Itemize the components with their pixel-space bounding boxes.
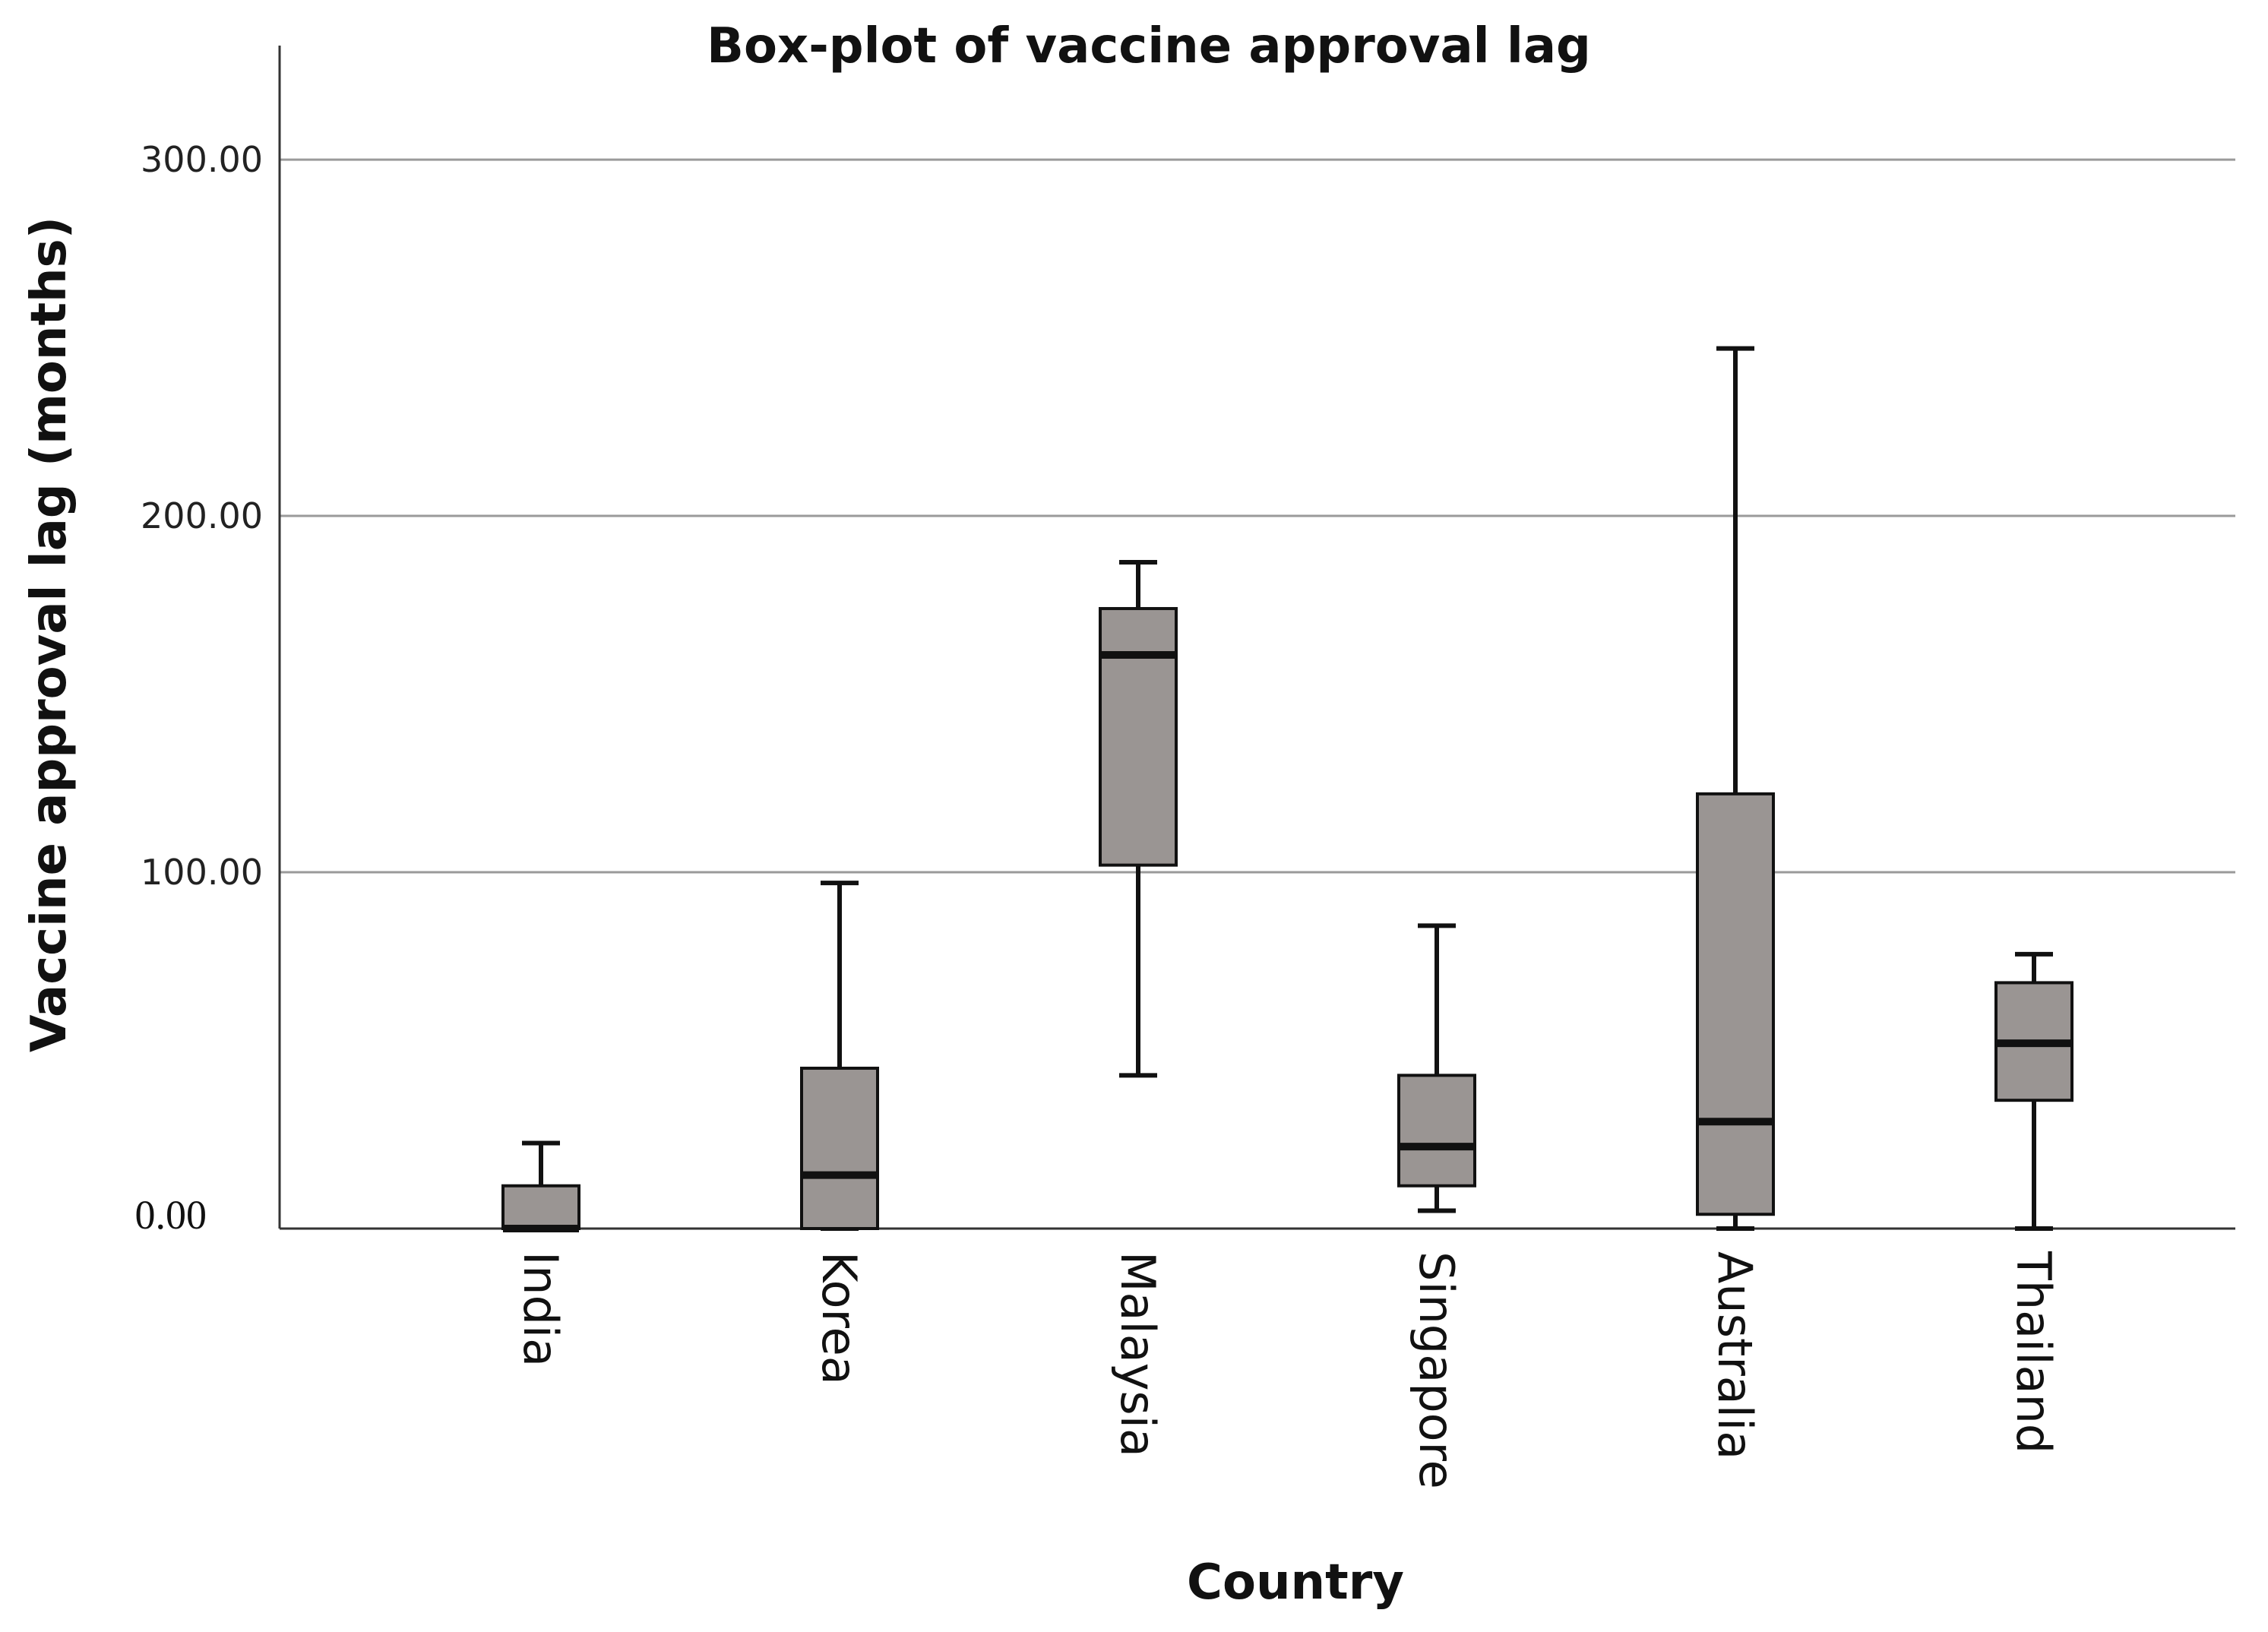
iqr-box [800, 1066, 879, 1230]
box-singapore [1397, 923, 1476, 1213]
x-tick-labels: India Korea Malaysia Singapore Australia Thai… [513, 1251, 2061, 1489]
x-axis-label: Country [1187, 1555, 1404, 1611]
iqr-box [1099, 606, 1178, 867]
x-tick-label: Malaysia [1110, 1251, 1166, 1457]
x-tick-label: Korea [811, 1251, 867, 1385]
y-tick-label: 0.00 [135, 1192, 207, 1238]
x-tick-label: Australia [1707, 1251, 1763, 1460]
x-tick-label: Singapore [1409, 1251, 1464, 1489]
y-tick-label: 200.00 [141, 495, 263, 536]
box-australia [1696, 346, 1775, 1231]
iqr-box [1397, 1074, 1476, 1188]
iqr-box [501, 1184, 580, 1231]
y-axis-label: Vaccine approval lag (months) [21, 217, 77, 1052]
axes [278, 46, 2235, 1230]
y-tick-label: 100.00 [141, 852, 263, 893]
box-india [501, 1140, 580, 1232]
chart-title: Box-plot of vaccine approval lag [707, 18, 1591, 74]
box-thailand [1994, 951, 2073, 1231]
x-tick-label: India [513, 1251, 568, 1367]
box-korea [800, 881, 879, 1231]
box-malaysia [1099, 560, 1178, 1078]
x-tick-label: Thailand [2006, 1251, 2061, 1453]
grid-lines [280, 158, 2235, 874]
y-tick-labels: 0.00 100.00 200.00 300.00 [135, 139, 264, 1238]
boxes [501, 346, 2073, 1232]
y-tick-label: 300.00 [141, 139, 263, 180]
iqr-box [1696, 792, 1775, 1216]
